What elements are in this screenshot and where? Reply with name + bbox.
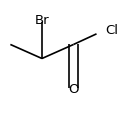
Text: O: O: [68, 83, 79, 96]
Text: Br: Br: [35, 14, 49, 27]
Text: Cl: Cl: [105, 24, 118, 37]
